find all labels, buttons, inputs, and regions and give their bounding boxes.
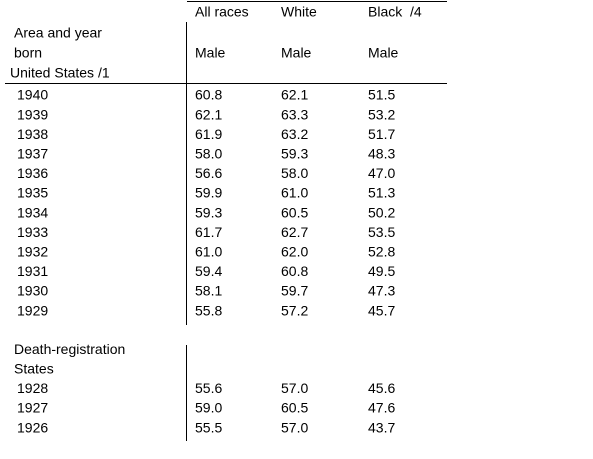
cell: 47.6 <box>368 400 395 416</box>
cell: 51.7 <box>368 126 395 142</box>
cell: 57.0 <box>281 419 308 435</box>
row-year: 1929 <box>17 302 48 318</box>
cell: 59.0 <box>195 400 222 416</box>
row-year: 1934 <box>17 204 48 220</box>
cell: 51.3 <box>368 185 395 201</box>
cell: 59.4 <box>195 263 222 279</box>
cell: 62.1 <box>281 87 308 103</box>
cell: 57.0 <box>281 380 308 396</box>
row-year: 1926 <box>17 419 48 435</box>
stub-header: born <box>14 45 42 61</box>
row-year: 1936 <box>17 165 48 181</box>
cell: 58.0 <box>195 146 222 162</box>
cell: 60.8 <box>195 87 222 103</box>
cell: 51.5 <box>368 87 395 103</box>
cell: 55.6 <box>195 380 222 396</box>
stub-header: Area and year <box>14 25 102 41</box>
cell: 61.9 <box>195 126 222 142</box>
row-year: 1930 <box>17 283 48 299</box>
column-header: All races <box>195 4 249 20</box>
cell: 60.5 <box>281 204 308 220</box>
row-year: 1935 <box>17 185 48 201</box>
cell: 45.7 <box>368 302 395 318</box>
cell: 63.2 <box>281 126 308 142</box>
section-label: States <box>14 361 54 377</box>
row-year: 1940 <box>17 87 48 103</box>
sub-header: Male <box>281 45 312 61</box>
section-label: Death-registration <box>14 341 125 357</box>
cell: 60.5 <box>281 400 308 416</box>
row-year: 1932 <box>17 244 48 260</box>
column-header: White <box>281 4 317 20</box>
cell: 48.3 <box>368 146 395 162</box>
cell: 61.7 <box>195 224 222 240</box>
cell: 60.8 <box>281 263 308 279</box>
cell: 55.8 <box>195 302 222 318</box>
cell: 58.0 <box>281 165 308 181</box>
cell: 55.5 <box>195 419 222 435</box>
sub-header: Male <box>195 45 226 61</box>
cell: 62.7 <box>281 224 308 240</box>
cell: 43.7 <box>368 419 395 435</box>
row-year: 1938 <box>17 126 48 142</box>
cell: 58.1 <box>195 283 222 299</box>
cell: 45.6 <box>368 380 395 396</box>
cell: 59.3 <box>195 204 222 220</box>
row-year: 1933 <box>17 224 48 240</box>
cell: 56.6 <box>195 165 222 181</box>
cell: 49.5 <box>368 263 395 279</box>
cell: 61.0 <box>195 244 222 260</box>
cell: 59.7 <box>281 283 308 299</box>
cell: 59.3 <box>281 146 308 162</box>
cell: 59.9 <box>195 185 222 201</box>
row-year: 1937 <box>17 146 48 162</box>
cell: 47.3 <box>368 283 395 299</box>
cell: 53.2 <box>368 106 395 122</box>
cell: 53.5 <box>368 224 395 240</box>
cell: 63.3 <box>281 106 308 122</box>
cell: 52.8 <box>368 244 395 260</box>
row-year: 1928 <box>17 380 48 396</box>
column-header: Black /4 <box>368 4 422 20</box>
cell: 47.0 <box>368 165 395 181</box>
cell: 57.2 <box>281 302 308 318</box>
row-year: 1931 <box>17 263 48 279</box>
row-year: 1927 <box>17 400 48 416</box>
cell: 62.1 <box>195 106 222 122</box>
cell: 62.0 <box>281 244 308 260</box>
cell: 61.0 <box>281 185 308 201</box>
stub-header: United States /1 <box>10 65 110 81</box>
cell: 50.2 <box>368 204 395 220</box>
sub-header: Male <box>368 45 399 61</box>
row-year: 1939 <box>17 106 48 122</box>
